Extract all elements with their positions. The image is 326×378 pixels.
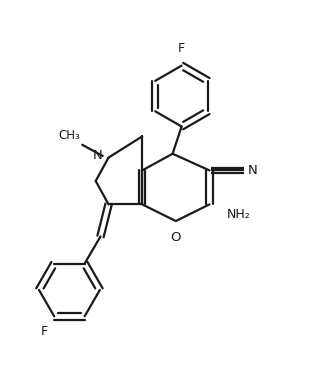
Text: CH₃: CH₃ <box>58 129 80 142</box>
Text: N: N <box>93 149 103 163</box>
Text: NH₂: NH₂ <box>227 208 251 221</box>
Text: N: N <box>248 164 258 177</box>
Text: F: F <box>41 325 48 338</box>
Text: O: O <box>170 231 181 244</box>
Text: F: F <box>178 42 185 55</box>
